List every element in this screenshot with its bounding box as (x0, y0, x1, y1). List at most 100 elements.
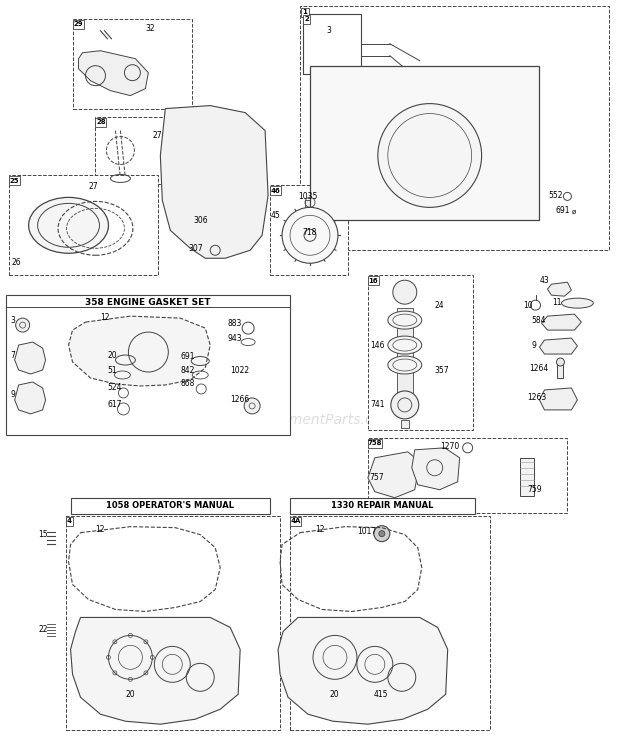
Polygon shape (412, 448, 459, 490)
Bar (73, 20, 84, 29)
Circle shape (374, 526, 390, 542)
Text: 1: 1 (303, 10, 307, 16)
Text: 3: 3 (326, 26, 331, 35)
Bar (66, 516, 73, 526)
Text: 759: 759 (528, 485, 542, 494)
Ellipse shape (388, 336, 422, 354)
Text: 27: 27 (89, 182, 98, 191)
Text: 22: 22 (38, 625, 48, 634)
Text: 357: 357 (435, 365, 449, 374)
Text: 757: 757 (369, 473, 384, 482)
Text: 27: 27 (153, 131, 162, 140)
Text: ø: ø (572, 208, 575, 214)
Polygon shape (310, 65, 539, 220)
Text: 20: 20 (125, 690, 135, 699)
Bar (9, 176, 20, 185)
Text: 146: 146 (370, 341, 384, 350)
Polygon shape (15, 342, 46, 374)
Bar (368, 439, 383, 448)
Text: 29: 29 (73, 22, 83, 28)
Bar (397, 308, 413, 393)
Ellipse shape (562, 298, 593, 308)
Text: 15: 15 (38, 530, 48, 539)
Text: 1270: 1270 (440, 443, 459, 452)
Text: 1017: 1017 (357, 527, 376, 536)
Text: 358 ENGINE GASKET SET: 358 ENGINE GASKET SET (84, 298, 210, 307)
Text: 9: 9 (11, 391, 16, 400)
Polygon shape (278, 618, 448, 724)
Text: 691: 691 (556, 206, 570, 215)
Text: 524: 524 (107, 383, 122, 393)
Bar (303, 14, 361, 74)
Ellipse shape (388, 356, 422, 374)
Bar (305, 200, 315, 231)
Bar (73, 19, 192, 109)
Text: 1035: 1035 (298, 192, 317, 201)
Bar (401, 420, 409, 428)
Bar (303, 15, 311, 24)
Circle shape (393, 280, 417, 304)
Bar (270, 187, 281, 196)
Text: 691: 691 (180, 351, 195, 361)
Text: 12: 12 (95, 525, 105, 534)
Text: 24: 24 (435, 301, 445, 310)
Bar (6, 295, 290, 434)
Text: 307: 307 (188, 244, 203, 253)
Circle shape (16, 318, 30, 332)
Polygon shape (541, 314, 582, 330)
Text: 10: 10 (523, 301, 533, 310)
Text: 20: 20 (107, 350, 117, 359)
Circle shape (379, 530, 385, 536)
Bar (270, 185, 348, 275)
Text: 883: 883 (227, 318, 242, 327)
Ellipse shape (388, 311, 422, 329)
Text: 51: 51 (107, 365, 117, 374)
Text: 11: 11 (552, 298, 562, 307)
Bar (520, 458, 534, 496)
Text: 9: 9 (531, 341, 536, 350)
Text: 868: 868 (180, 379, 195, 388)
Text: 1022: 1022 (230, 365, 249, 374)
Polygon shape (539, 338, 577, 354)
Bar (95, 118, 107, 126)
Polygon shape (539, 388, 577, 410)
Text: eReplacementParts.com: eReplacementParts.com (225, 413, 395, 427)
Polygon shape (15, 382, 46, 414)
Text: 1263: 1263 (528, 394, 547, 403)
Bar (95, 117, 175, 185)
Text: 1264: 1264 (529, 364, 549, 373)
Text: 758: 758 (368, 440, 383, 446)
Text: 4: 4 (67, 518, 72, 525)
Circle shape (244, 398, 260, 414)
Text: 415: 415 (374, 690, 388, 699)
Text: 16: 16 (368, 278, 378, 283)
Text: 943: 943 (227, 333, 242, 342)
Text: 20: 20 (330, 690, 340, 699)
Text: 1058 OPERATOR'S MANUAL: 1058 OPERATOR'S MANUAL (106, 501, 234, 510)
Text: 26: 26 (12, 257, 21, 267)
Bar (71, 498, 270, 513)
Text: 306: 306 (193, 216, 208, 225)
Text: 4A: 4A (290, 518, 301, 525)
Text: 1266: 1266 (230, 396, 249, 405)
Polygon shape (547, 282, 572, 296)
Text: 584: 584 (531, 315, 546, 324)
Circle shape (556, 358, 564, 366)
Polygon shape (368, 452, 420, 498)
Text: 12: 12 (315, 525, 324, 534)
Bar (368, 276, 379, 285)
Circle shape (282, 208, 338, 263)
Text: 43: 43 (539, 276, 549, 285)
Circle shape (391, 391, 419, 419)
Polygon shape (71, 618, 240, 724)
Bar (557, 360, 564, 378)
Text: 617: 617 (107, 400, 122, 409)
Text: 552: 552 (549, 191, 563, 200)
Text: 1330 REPAIR MANUAL: 1330 REPAIR MANUAL (330, 501, 433, 510)
Ellipse shape (29, 197, 108, 253)
Polygon shape (161, 106, 268, 258)
Text: 7: 7 (11, 350, 16, 359)
Bar (368, 438, 567, 513)
Text: 32: 32 (145, 25, 155, 33)
Text: 45: 45 (271, 211, 281, 219)
